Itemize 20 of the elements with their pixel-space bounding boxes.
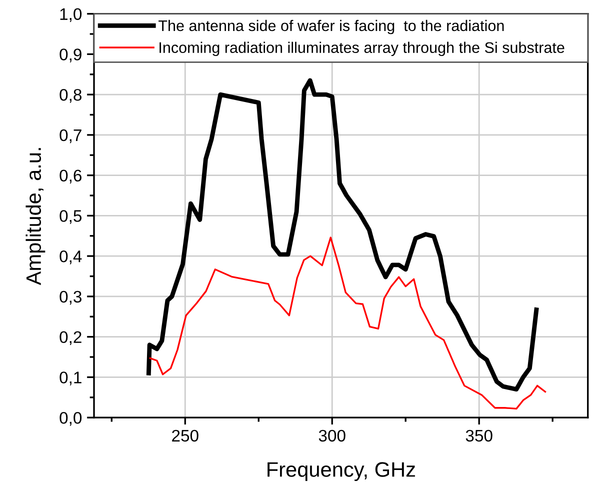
y-tick-label: 1,0 <box>60 8 82 22</box>
line-series <box>146 78 539 392</box>
x-tick-label: 250 <box>172 430 198 442</box>
y-tick-label: 0,1 <box>60 372 82 386</box>
legend-label: Incoming radiation illuminates array through the Si substrate <box>160 42 564 56</box>
y-tick-label: 0,5 <box>60 210 82 224</box>
y-tick-label: 0,3 <box>60 290 82 305</box>
x-tick-label: 350 <box>466 430 492 442</box>
y-tick-label: 0,6 <box>60 170 82 184</box>
y-axis-title: Amplitude, a.u. <box>26 148 46 286</box>
y-tick-label: 0,7 <box>60 129 82 144</box>
y-tick-label: 0,9 <box>60 48 82 62</box>
x-axis-title: Frequency, GHz <box>268 462 415 481</box>
y-tick-label: 0,2 <box>60 331 82 345</box>
y-tick-label: 0,0 <box>60 412 82 426</box>
x-tick-label: 300 <box>318 430 346 442</box>
line-series <box>149 236 546 410</box>
y-tick-label: 0,4 <box>60 250 82 264</box>
legend-label: The antenna side of wafer is facing to the radiation <box>158 20 504 34</box>
y-tick-label: 0,8 <box>60 88 82 103</box>
